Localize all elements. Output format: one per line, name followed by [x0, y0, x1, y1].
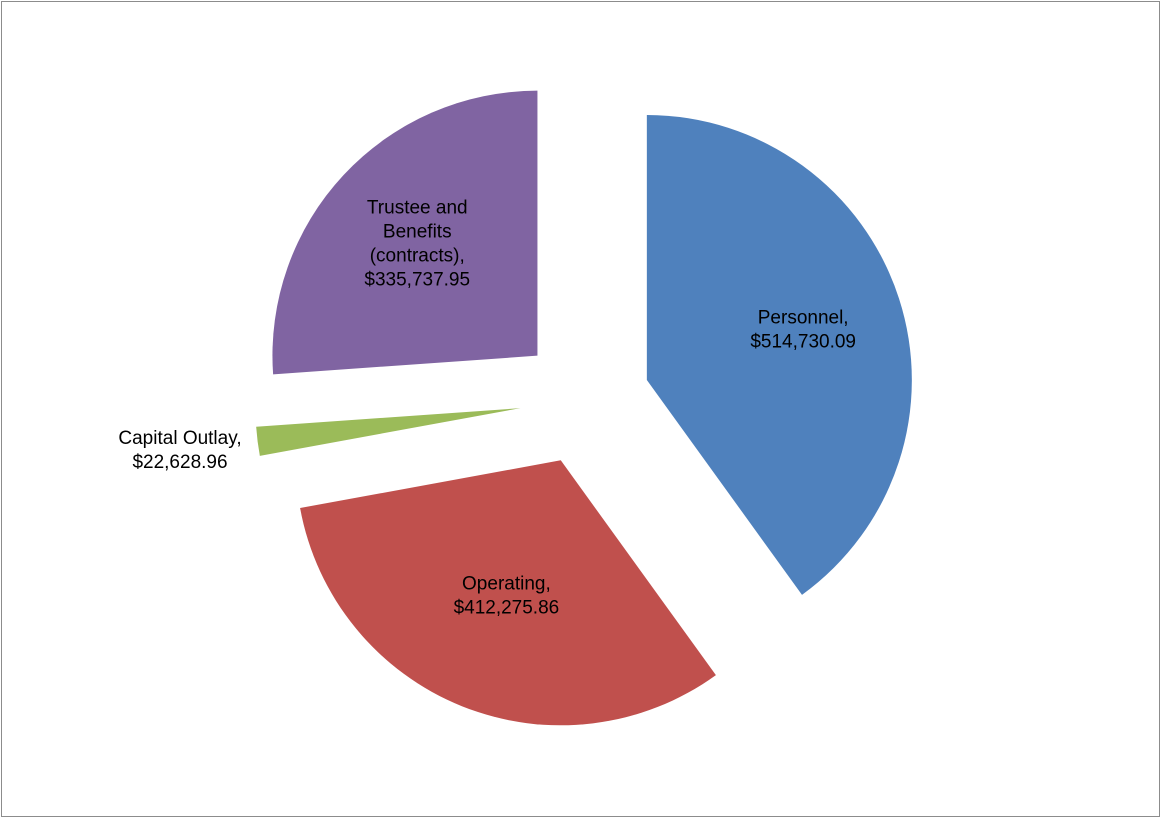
- pie-slices: [256, 90, 912, 726]
- data-labels: Personnel, $514,730.09 Operating, $412,275.…: [118, 198, 856, 619]
- slice-trustee-and-benefits-contracts: [272, 90, 538, 375]
- data-label-personnel: Personnel, $514,730.09: [750, 307, 856, 352]
- data-label-trustee-and-benefits-contracts: Trustee and Benefits (contracts), $335,737.…: [364, 198, 470, 291]
- data-label-capital-outlay: Capital Outlay, $22,628.96: [118, 428, 241, 473]
- slice-operating: [300, 460, 716, 726]
- slice-capital-outlay: [256, 408, 521, 456]
- data-label-operating: Operating, $412,275.86: [454, 574, 560, 619]
- slice-personnel: [646, 115, 912, 595]
